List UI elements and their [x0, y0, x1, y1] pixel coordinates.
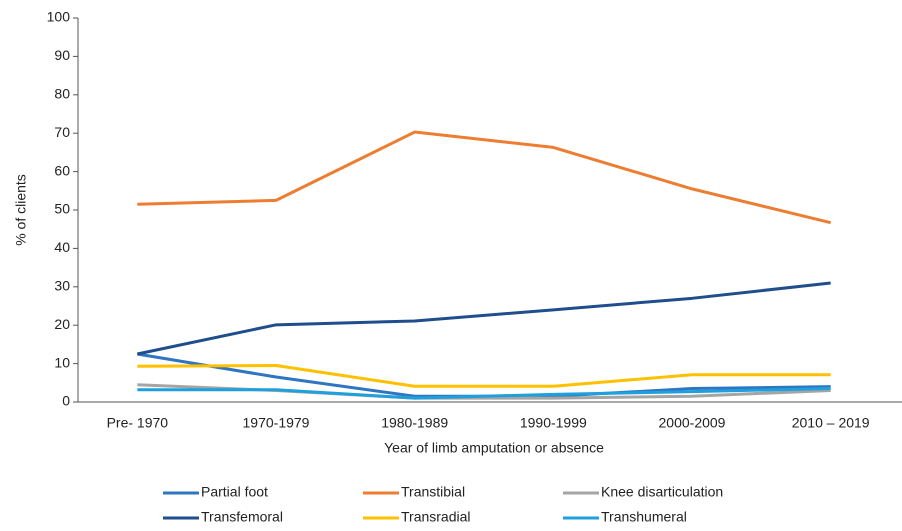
y-tick-label: 70 [54, 124, 70, 140]
legend-label: Transradial [401, 509, 471, 525]
y-tick-label: 50 [54, 201, 70, 217]
y-axis-label: % of clients [13, 174, 29, 246]
x-axis-label: Year of limb amputation or absence [384, 440, 604, 456]
series-line [137, 387, 831, 400]
y-tick-label: 30 [54, 278, 70, 294]
series-line [137, 281, 831, 356]
legend-label: Transhumeral [601, 509, 687, 525]
legend-label: Transtibial [401, 484, 465, 500]
y-tick-label: 60 [54, 162, 70, 178]
y-tick-label: 10 [54, 354, 70, 370]
y-tick-label: 80 [54, 86, 70, 102]
x-tick-label: 2000-2009 [659, 415, 726, 431]
x-tick-label: 2010 – 2019 [792, 415, 870, 431]
x-tick-label: 1990-1999 [520, 415, 587, 431]
y-tick-label: 40 [54, 239, 70, 255]
x-tick-label: 1980-1989 [381, 415, 448, 431]
legend-label: Knee disarticulation [601, 484, 723, 500]
legend-label: Partial foot [201, 484, 268, 500]
y-tick-label: 20 [54, 316, 70, 332]
series-line [137, 130, 832, 225]
y-tick-label: 0 [62, 393, 70, 409]
y-tick-label: 90 [54, 47, 70, 63]
x-tick-label: Pre- 1970 [107, 415, 169, 431]
y-tick-label: 100 [47, 9, 71, 25]
series-line [137, 364, 831, 388]
legend-label: Transfemoral [201, 509, 283, 525]
x-tick-label: 1970-1979 [243, 415, 310, 431]
